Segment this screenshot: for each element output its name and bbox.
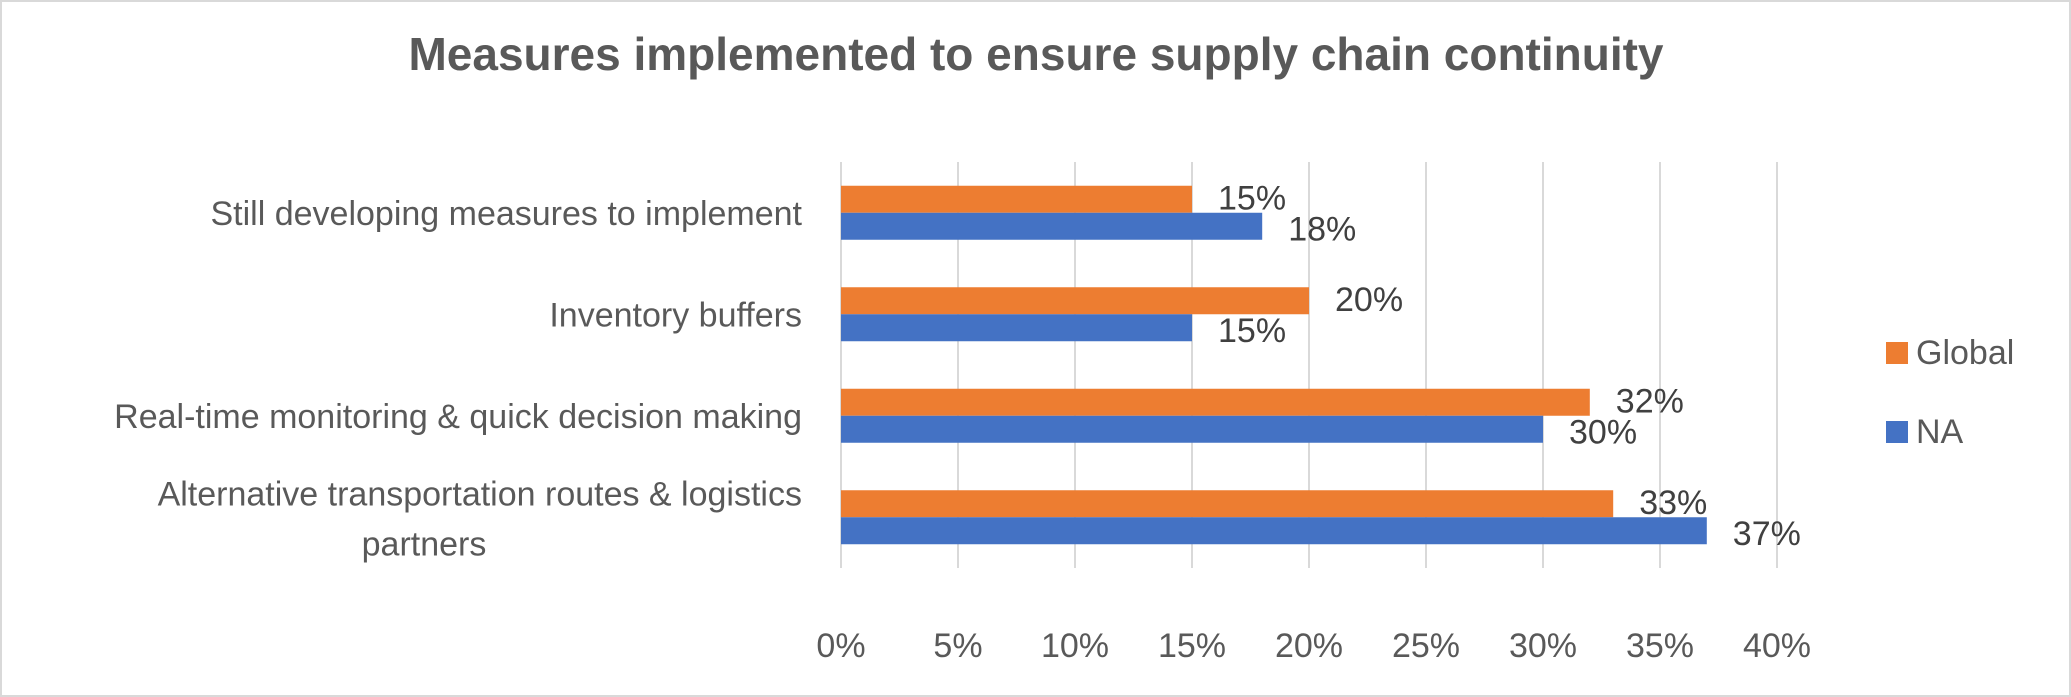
data-labels: 15%18%20%15%32%30%33%37% — [1218, 179, 1801, 553]
data-label-na: 18% — [1288, 210, 1356, 248]
data-label-global: 15% — [1218, 179, 1286, 217]
x-tick-label: 35% — [1626, 627, 1694, 665]
data-label-global: 33% — [1639, 484, 1707, 522]
x-tick-label: 40% — [1743, 627, 1811, 665]
data-label-global: 20% — [1335, 281, 1403, 319]
x-tick-label: 15% — [1158, 627, 1226, 665]
legend-label-global: Global — [1916, 334, 2014, 372]
x-tick-label: 20% — [1275, 627, 1343, 665]
data-label-na: 15% — [1218, 312, 1286, 350]
x-tick-label: 10% — [1041, 627, 1109, 665]
bar-na — [841, 517, 1707, 545]
bar-global — [841, 388, 1590, 416]
legend-label-na: NA — [1916, 413, 1964, 451]
category-label-line2: partners — [362, 525, 487, 563]
bar-global — [841, 490, 1614, 518]
legend-swatch-global — [1886, 342, 1908, 364]
x-tick-label: 25% — [1392, 627, 1460, 665]
bar-global — [841, 287, 1309, 315]
bar-na — [841, 212, 1263, 240]
bar-global — [841, 185, 1192, 213]
bar-na — [841, 314, 1192, 342]
data-label-na: 30% — [1569, 413, 1637, 451]
x-tick-label: 5% — [933, 627, 982, 665]
data-label-na: 37% — [1733, 515, 1801, 553]
x-tick-label: 0% — [816, 627, 865, 665]
category-label: Still developing measures to implement — [210, 195, 802, 233]
category-label: Inventory buffers — [549, 296, 802, 334]
legend-swatch-na — [1886, 421, 1908, 443]
category-label: Alternative transportation routes & logi… — [158, 475, 802, 513]
legend: Global NA — [1886, 334, 2014, 451]
x-axis-tick-labels: 0% 5% 10% 15% 20% 25% 30% 35% 40% — [816, 627, 1811, 665]
category-labels: Still developing measures to implement In… — [114, 195, 802, 564]
chart-title: Measures implemented to ensure supply ch… — [408, 28, 1663, 80]
bar-na — [841, 415, 1543, 443]
data-label-global: 32% — [1616, 382, 1684, 420]
category-label: Real-time monitoring & quick decision ma… — [114, 398, 802, 436]
x-tick-label: 30% — [1509, 627, 1577, 665]
bars — [841, 185, 1707, 545]
